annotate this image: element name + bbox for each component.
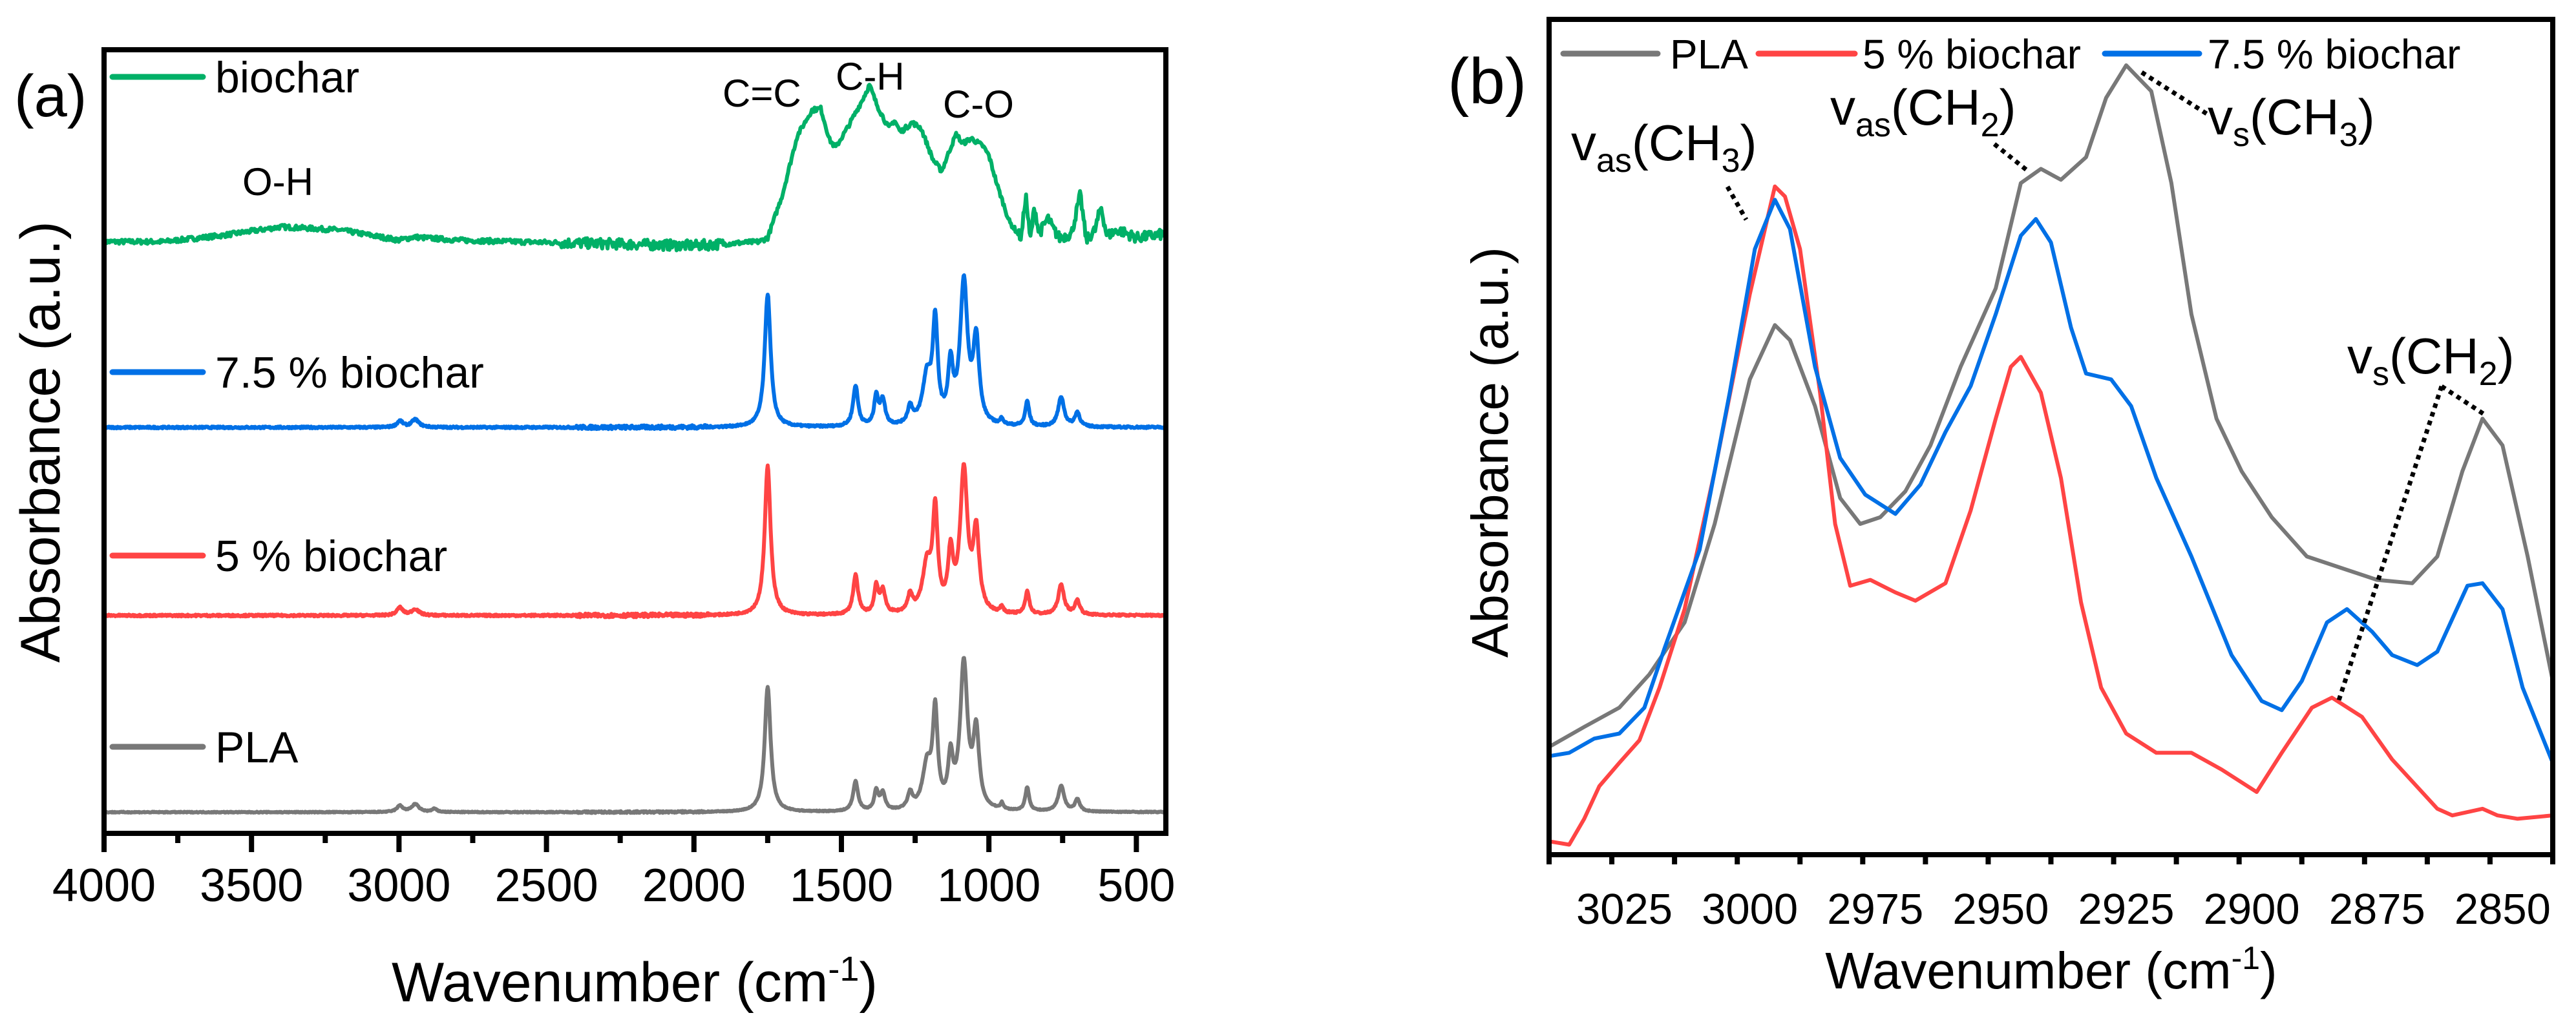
series-line-biochar	[102, 83, 1168, 253]
legend-item-biochar: biochar	[109, 53, 359, 102]
legend-item-pla: PLA	[109, 723, 299, 772]
legend-label: PLA	[1670, 31, 1748, 78]
panel-b-x-axis: 3025 3000 2975 2950 2925 2900 2875 2850	[1547, 855, 2555, 933]
x-tick-label: 2950	[1952, 885, 2049, 933]
x-tick-label: 3000	[1702, 885, 1798, 933]
x-tick-label: 500	[1097, 860, 1175, 912]
legend-item-pla: PLA	[1560, 31, 1748, 78]
panel-a-label: (a)	[14, 63, 87, 129]
panel-b-y-axis-title: Absorbance (a.u.)	[1461, 247, 1519, 658]
series-line-7-5-biochar	[102, 273, 1168, 432]
legend-label: 7.5 % biochar	[215, 348, 484, 397]
x-tick-label: 3000	[347, 860, 450, 912]
x-tick-label: 2975	[1827, 885, 1923, 933]
legend-item-7-5-biochar: 7.5 % biochar	[2102, 31, 2460, 78]
annotation-vas-ch3: vas(CH3)	[1571, 114, 1757, 180]
legend-label: PLA	[215, 723, 299, 772]
panel-a: (a) 4000 3500 3000 2500 2000 1500 1000 500 bioc…	[10, 47, 1175, 1014]
annotation-vs-ch3: vs(CH3)	[2208, 89, 2375, 154]
panel-b: (b) 3025 3000 2975 2950 2925 2900 2875 2850 PLA…	[1448, 17, 2555, 999]
leader-line-vs-ch3	[2140, 70, 2209, 116]
legend-label: 5 % biochar	[1863, 31, 2081, 78]
panel-b-x-axis-title: Wavenumber (cm-1)	[1825, 940, 2277, 999]
panel-a-x-axis-title: Wavenumber (cm-1)	[392, 950, 878, 1014]
panel-a-y-axis-title: Absorbance (a.u.)	[10, 221, 72, 663]
series-line-pla	[1547, 63, 2555, 749]
x-tick-label: 3500	[200, 860, 303, 912]
leader-line-vas-ch3	[1725, 185, 1749, 221]
annotation-c-o: C-O	[943, 83, 1014, 126]
x-tick-label: 4000	[52, 860, 156, 912]
legend-label: 5 % biochar	[215, 532, 447, 581]
annotation-vs-ch2: vs(CH2)	[2347, 328, 2515, 393]
legend-item-5-biochar: 5 % biochar	[1755, 31, 2081, 78]
series-line-5-biochar	[102, 462, 1168, 620]
panel-a-x-axis: 4000 3500 3000 2500 2000 1500 1000 500	[52, 833, 1175, 912]
legend-label: 7.5 % biochar	[2208, 31, 2460, 78]
leader-line-vas-ch2	[1992, 142, 2029, 172]
x-tick-label: 2850	[2455, 885, 2551, 933]
leader-line-vs-ch2-b	[2335, 385, 2444, 705]
panel-a-frame	[101, 47, 1168, 836]
panel-b-label: (b)	[1448, 45, 1526, 118]
legend-item-5-biochar: 5 % biochar	[109, 532, 447, 581]
x-tick-label: 2925	[2078, 885, 2174, 933]
panel-a-curves	[102, 83, 1168, 815]
x-tick-label: 1000	[937, 860, 1040, 912]
series-line-pla	[102, 656, 1168, 815]
x-tick-label: 2900	[2204, 885, 2300, 933]
panel-a-legend: biochar 7.5 % biochar 5 % biochar PLA	[109, 53, 484, 772]
series-line-5-biochar	[1547, 184, 2555, 847]
x-tick-label: 1500	[790, 860, 893, 912]
panel-b-curves	[1547, 63, 2555, 847]
x-tick-label: 3025	[1576, 885, 1673, 933]
annotation-c-c: C=C	[723, 72, 801, 115]
legend-label: biochar	[215, 53, 359, 102]
annotation-c-h: C-H	[836, 55, 905, 98]
x-tick-label: 2500	[494, 860, 598, 912]
annotation-o-h: O-H	[242, 160, 313, 203]
annotation-vas-ch2: vas(CH2)	[1830, 79, 2016, 144]
series-line-7-5-biochar	[1547, 198, 2555, 765]
x-tick-label: 2875	[2329, 885, 2425, 933]
panel-b-legend: PLA 5 % biochar 7.5 % biochar	[1560, 31, 2460, 78]
x-tick-label: 2000	[642, 860, 746, 912]
legend-item-7-5-biochar: 7.5 % biochar	[109, 348, 484, 397]
